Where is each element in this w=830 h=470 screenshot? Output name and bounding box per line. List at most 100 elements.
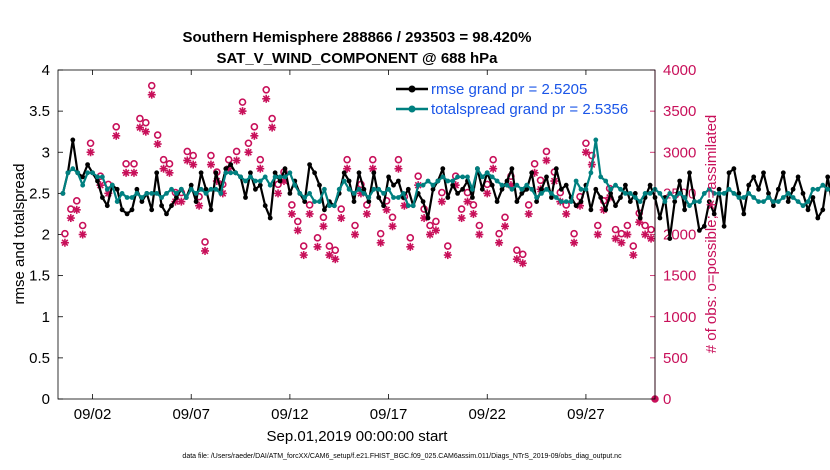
plot-frame [57, 69, 656, 400]
rmse-point [539, 186, 544, 192]
obs-assimilated-marker [66, 214, 75, 223]
totalspread-point [465, 174, 470, 180]
rmse-point [213, 170, 219, 176]
y-right-tick-label: 500 [663, 350, 688, 367]
obs-possible-marker [189, 151, 197, 160]
obs-assimilated-marker [406, 242, 415, 251]
rmse-point [129, 207, 135, 213]
rmse-point [623, 182, 628, 188]
totalspread-point [80, 182, 86, 188]
totalspread-point [445, 178, 451, 184]
obs-assimilated-marker [343, 164, 352, 173]
totalspread-point [563, 199, 569, 205]
totalspread-point [632, 195, 638, 200]
obs-possible-marker [343, 155, 351, 164]
obs-assimilated-marker [647, 234, 656, 243]
rmse-point [277, 178, 283, 184]
y-axis-label-left: rmse and totalspread [11, 164, 28, 305]
obs-possible-marker [542, 147, 551, 156]
rmse-point [613, 203, 618, 209]
totalspread-point [558, 199, 564, 205]
totalspread-point [534, 195, 539, 200]
rmse-point [198, 170, 204, 176]
rmse-point [470, 195, 475, 200]
rmse-point [697, 228, 702, 233]
totalspread-point [470, 186, 475, 192]
obs-possible-marker [351, 221, 359, 230]
totalspread-point [790, 195, 796, 200]
totalspread-point [766, 195, 771, 200]
obs-assimilated-marker [86, 148, 95, 157]
totalspread-point [425, 178, 431, 184]
totalspread-point [514, 182, 520, 188]
rmse-point [450, 182, 456, 188]
obs-assimilated-marker [376, 238, 385, 247]
totalspread-point [248, 174, 253, 180]
rmse-point [721, 223, 727, 229]
obs-possible-marker [570, 229, 578, 238]
obs-assimilated-marker [611, 234, 620, 243]
rmse-point [534, 199, 539, 205]
rmse-point [815, 215, 821, 221]
obs-possible-marker [256, 155, 265, 164]
data-file-footnote: data file: /Users/raeder/DAI/ATM_forcXX/… [182, 453, 622, 460]
totalspread-point [800, 203, 806, 209]
totalspread-point [159, 195, 165, 200]
rmse-point [361, 186, 367, 192]
totalspread-point [341, 178, 347, 184]
rmse-point [80, 174, 86, 180]
obs-possible-marker [469, 201, 478, 209]
rmse-point [341, 170, 347, 176]
totalspread-point [312, 199, 317, 205]
totalspread-point [746, 191, 752, 196]
totalspread-point [657, 191, 663, 196]
rmse-point [578, 199, 584, 205]
obs-possible-marker [147, 81, 156, 90]
rmse-point [563, 182, 569, 188]
obs-assimilated-marker [463, 197, 472, 206]
obs-possible-marker [238, 98, 247, 106]
x-tick-label: 09/02 [74, 406, 112, 423]
obs-possible-marker [406, 234, 415, 242]
rmse-point [524, 186, 530, 192]
rmse-point [455, 191, 460, 196]
rmse-point [682, 207, 687, 213]
obs-assimilated-marker [153, 140, 162, 149]
rmse-point [430, 186, 436, 192]
obs-possible-marker [288, 201, 296, 209]
chart-title-line1: Southern Hemisphere 288866 / 293503 = 98… [183, 29, 532, 46]
obs-possible-marker [305, 201, 314, 209]
obs-possible-marker [319, 213, 328, 222]
totalspread-point [741, 195, 747, 200]
totalspread-point [336, 186, 342, 192]
rmse-point [608, 191, 613, 196]
totalspread-point [287, 170, 293, 176]
totalspread-point [726, 186, 732, 192]
obs-layer [60, 81, 659, 403]
rmse-point [307, 162, 312, 168]
totalspread-point [238, 174, 244, 180]
totalspread-point [519, 186, 525, 192]
totalspread-point [761, 199, 766, 205]
totalspread-point [697, 199, 702, 205]
obs-possible-marker [623, 221, 632, 230]
series-layer [60, 137, 830, 242]
obs-assimilated-marker [617, 238, 626, 247]
totalspread-point [302, 195, 308, 200]
totalspread-point [627, 191, 633, 196]
rmse-point [746, 182, 752, 188]
rmse-point [677, 178, 683, 184]
rmse-point [514, 199, 520, 205]
obs-assimilated-marker [293, 226, 302, 235]
obs-possible-marker [262, 85, 271, 94]
obs-possible-marker [394, 155, 403, 164]
rmse-point [248, 170, 253, 176]
totalspread-point [637, 199, 643, 205]
obs-possible-marker [153, 131, 162, 139]
rmse-point [366, 199, 372, 205]
obs-possible-marker [368, 155, 377, 164]
totalspread-point [711, 191, 717, 196]
rmse-point [800, 191, 806, 196]
totalspread-point [100, 174, 105, 180]
legend-spread-marker [408, 105, 416, 113]
